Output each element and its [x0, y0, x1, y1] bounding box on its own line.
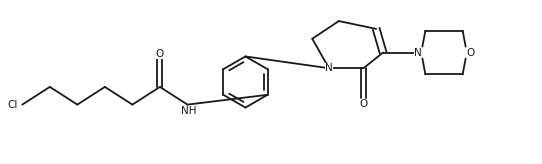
Text: N: N	[414, 48, 421, 58]
Text: Cl: Cl	[7, 100, 17, 110]
Text: N: N	[325, 63, 333, 73]
Text: NH: NH	[180, 106, 196, 116]
Text: O: O	[467, 48, 475, 58]
Text: O: O	[359, 99, 367, 109]
Text: O: O	[156, 50, 164, 60]
